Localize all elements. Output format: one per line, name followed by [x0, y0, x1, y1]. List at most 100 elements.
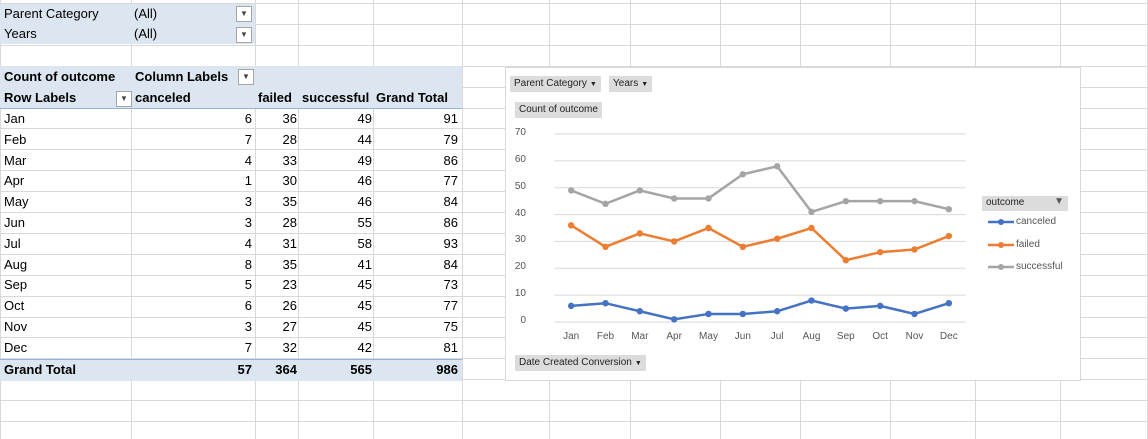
- data-point-canceled[interactable]: [773, 308, 781, 315]
- pivot-value-cell: 33: [282, 152, 297, 168]
- filter-icon: ▼: [242, 72, 250, 81]
- pivot-value-cell: 77: [443, 298, 458, 314]
- row-label: Nov: [4, 319, 28, 334]
- data-point-successful[interactable]: [636, 187, 644, 194]
- legend-key-failed: [988, 241, 1014, 248]
- pivot-value-cell: 45: [357, 319, 372, 334]
- chevron-down-icon: ▼: [641, 81, 649, 88]
- pivot-value-cell: 46: [357, 173, 372, 189]
- data-point-failed[interactable]: [911, 246, 918, 253]
- x-tick-label: Mar: [631, 331, 649, 342]
- data-point-canceled[interactable]: [705, 310, 712, 318]
- data-point-canceled[interactable]: [636, 308, 644, 315]
- data-point-successful[interactable]: [705, 195, 712, 202]
- data-point-successful[interactable]: [876, 197, 884, 205]
- legend-label-failed: failed: [1016, 238, 1040, 250]
- parent-category-filter-dropdown[interactable]: ▼: [236, 6, 252, 22]
- row-label: Jan: [4, 111, 25, 126]
- col-header-failed: failed: [258, 90, 292, 105]
- data-point-failed[interactable]: [945, 232, 953, 240]
- data-point-canceled[interactable]: [911, 310, 918, 318]
- data-point-canceled[interactable]: [876, 302, 884, 310]
- row-labels-filter-dropdown[interactable]: ▼: [116, 91, 132, 107]
- data-point-canceled[interactable]: [739, 310, 747, 318]
- pivot-value-cell: 4: [244, 235, 252, 251]
- data-point-successful[interactable]: [945, 206, 953, 213]
- data-point-failed[interactable]: [670, 238, 678, 245]
- pivot-value-cell: 41: [357, 256, 372, 272]
- data-point-canceled[interactable]: [567, 302, 575, 310]
- data-point-canceled[interactable]: [945, 300, 953, 307]
- series-line-successful[interactable]: [570, 164, 950, 214]
- data-point-canceled[interactable]: [808, 297, 815, 304]
- data-point-canceled[interactable]: [602, 300, 609, 307]
- y-tick-label: 30: [514, 234, 526, 246]
- filter-label-parent-category: Parent Category: [4, 6, 99, 21]
- data-point-failed[interactable]: [567, 222, 575, 229]
- pivot-value-cell: 8: [244, 256, 252, 272]
- pivot-value-cell: 84: [443, 194, 458, 210]
- chart-years-label: Years: [613, 78, 639, 89]
- grand-total-successful: 565: [350, 362, 372, 377]
- data-point-failed[interactable]: [842, 257, 850, 264]
- legend-label-successful: successful: [1016, 261, 1063, 272]
- x-tick-label: Dec: [939, 331, 958, 342]
- series-line-failed[interactable]: [570, 224, 950, 262]
- pivot-value-cell: 58: [357, 235, 372, 251]
- row-label: Mar: [4, 152, 27, 168]
- header-divider: [0, 108, 462, 109]
- pivot-row-labels: Row Labels: [4, 90, 77, 105]
- chart-years-button[interactable]: Years ▼: [609, 76, 653, 92]
- y-tick-label: 40: [514, 207, 526, 219]
- data-point-failed[interactable]: [808, 224, 815, 232]
- data-point-canceled[interactable]: [670, 316, 678, 323]
- y-tick-label: 60: [514, 153, 526, 165]
- data-point-successful[interactable]: [773, 163, 781, 170]
- row-label: Feb: [4, 131, 27, 147]
- data-point-failed[interactable]: [602, 243, 609, 250]
- x-tick-label: Nov: [905, 331, 924, 342]
- data-point-failed[interactable]: [739, 243, 747, 250]
- grid-row-line: [0, 66, 1148, 67]
- data-point-failed[interactable]: [636, 230, 644, 237]
- pivot-value-cell: 35: [282, 194, 297, 210]
- pivot-value-cell: 93: [443, 235, 458, 251]
- x-tick-label: Jan: [563, 331, 580, 342]
- pivot-value-cell: 3: [244, 215, 252, 230]
- legend-label-canceled: canceled: [1016, 216, 1057, 227]
- row-label: Jul: [4, 235, 21, 251]
- data-point-successful[interactable]: [567, 187, 575, 194]
- data-point-failed[interactable]: [705, 224, 712, 232]
- x-tick-label: Aug: [802, 331, 821, 342]
- x-tick-label: Apr: [666, 331, 682, 342]
- row-label: Aug: [4, 256, 28, 272]
- data-point-canceled[interactable]: [842, 305, 850, 312]
- series-line-canceled[interactable]: [571, 299, 950, 321]
- col-header-canceled: canceled: [135, 90, 191, 105]
- chart-value-field-button[interactable]: Count of outcome: [515, 102, 602, 118]
- data-point-failed[interactable]: [876, 248, 884, 256]
- chart-parent-category-button[interactable]: Parent Category ▼: [510, 76, 601, 92]
- data-point-successful[interactable]: [808, 208, 815, 216]
- data-point-successful[interactable]: [670, 195, 678, 202]
- pivot-value-cell: 36: [282, 111, 297, 126]
- grid-column-line: [0, 0, 1, 439]
- years-filter-dropdown[interactable]: ▼: [236, 27, 252, 43]
- data-point-successful[interactable]: [602, 200, 609, 208]
- grid-column-line: [373, 0, 374, 439]
- pivot-value-cell: 91: [443, 111, 458, 126]
- data-point-successful[interactable]: [842, 197, 850, 205]
- chart-axis-field-button[interactable]: Date Created Conversion ▼: [515, 355, 646, 371]
- data-point-successful[interactable]: [739, 171, 747, 178]
- pivot-value-cell: 32: [282, 339, 297, 355]
- y-tick-label: 50: [514, 180, 526, 192]
- legend-field-button[interactable]: outcome ▼: [982, 196, 1068, 211]
- report-filter-area: [0, 4, 255, 44]
- pivot-chart[interactable]: Parent Category ▼ Years ▼ Count of outcome…: [505, 67, 1081, 381]
- grid-column-line: [131, 0, 132, 439]
- data-point-failed[interactable]: [773, 235, 781, 242]
- grid-row-line: [0, 3, 1148, 4]
- pivot-value-cell: 31: [282, 235, 297, 251]
- column-labels-filter-button[interactable]: ▼: [238, 69, 254, 85]
- data-point-successful[interactable]: [911, 197, 918, 205]
